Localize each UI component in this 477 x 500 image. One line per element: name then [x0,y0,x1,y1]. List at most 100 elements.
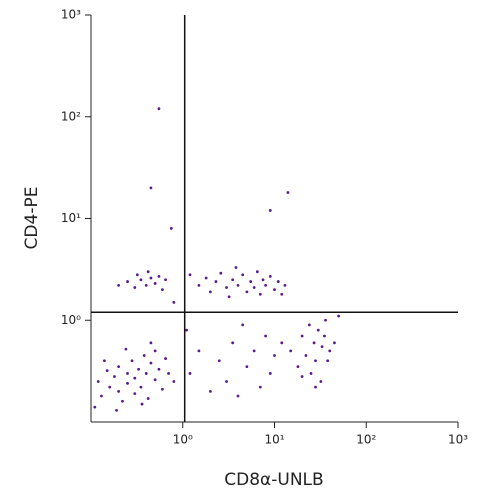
event-dot [160,288,164,292]
event-dot [319,380,323,383]
event-dot [149,276,153,280]
y-tick-label: 10³ [61,8,81,22]
event-dot [208,389,212,393]
event-dot [117,365,121,369]
event-dot [264,284,268,287]
event-dot [188,372,192,375]
event-dot [113,375,116,378]
event-dot [133,286,137,289]
event-dot [289,349,293,353]
event-dot [157,274,161,278]
event-dot [197,284,201,287]
event-dot [172,380,176,383]
event-dot [172,300,176,304]
event-dot [144,284,148,287]
event-dot [140,402,144,406]
event-dot [96,380,100,383]
event-dot [169,226,173,230]
event-dot [249,280,253,283]
event-dot [276,280,280,283]
event-dot [255,270,259,274]
event-dot [225,286,228,289]
event-dot [307,323,311,327]
event-dot [93,405,97,409]
event-dot [146,397,150,400]
event-dot [252,286,256,289]
event-dot [258,292,262,296]
event-dot [153,378,157,382]
event-dot [185,328,188,332]
event-dot [245,365,249,369]
event-dot [117,389,121,393]
event-dot [280,292,284,296]
event-dot [280,341,284,345]
event-dot [135,273,139,277]
event-dot [149,341,153,345]
y-tick-label: 10⁰ [61,313,81,327]
event-dot [126,381,129,385]
event-dot [164,278,167,282]
event-dot [264,334,268,338]
event-dot [217,359,221,363]
event-dot [144,372,148,375]
event-dot [167,372,170,375]
event-dot [160,387,164,391]
x-tick-label: 10³ [448,433,468,447]
event-dot [300,375,304,378]
event-dot [197,349,201,353]
event-dot [314,359,317,363]
event-dot [236,284,240,287]
event-dot [320,345,324,349]
event-dot [115,409,118,412]
event-dot [117,284,121,287]
event-dot [133,392,137,396]
x-tick-label: 10¹ [264,433,284,447]
event-dot [164,357,167,360]
x-tick-label: 10⁰ [173,433,193,447]
event-dot [188,273,192,277]
y-tick-label: 10² [61,109,81,123]
event-dot [103,359,106,363]
event-dot [153,282,157,285]
event-dot [314,385,317,389]
event-dot [268,209,272,212]
event-dot [208,290,212,294]
event-dot [157,107,161,111]
y-tick-label: 10¹ [61,211,81,225]
event-dot [309,372,313,375]
event-dot [139,278,143,282]
event-dot [312,341,316,345]
event-dot [133,376,137,380]
event-dot [236,394,240,398]
event-dot [225,380,228,383]
event-dot [100,394,103,398]
event-dot [227,295,231,299]
event-dot [337,314,341,318]
event-dot [234,266,238,269]
event-dot [219,271,223,275]
event-dot [139,385,143,389]
event-dot [300,334,304,338]
event-dot [286,191,290,194]
event-dot [268,274,272,278]
event-dot [268,372,272,375]
event-dot [273,288,276,292]
event-dot [245,290,249,294]
event-dot [328,349,332,353]
x-tick-label: 10² [356,433,376,447]
event-dot [231,341,235,345]
event-dot [304,354,308,357]
event-dot [149,361,153,365]
y-axis-label: CD4-PE [22,187,42,250]
event-dot [121,399,124,403]
event-dot [157,367,161,371]
event-dot [149,186,153,190]
event-dot [326,359,330,363]
event-dot [214,280,218,283]
event-dot [273,354,276,357]
x-axis-label: CD8α-UNLB [224,470,323,490]
event-dot [324,318,327,322]
event-dot [137,367,140,371]
event-dot [323,334,326,338]
event-dot [142,354,146,357]
